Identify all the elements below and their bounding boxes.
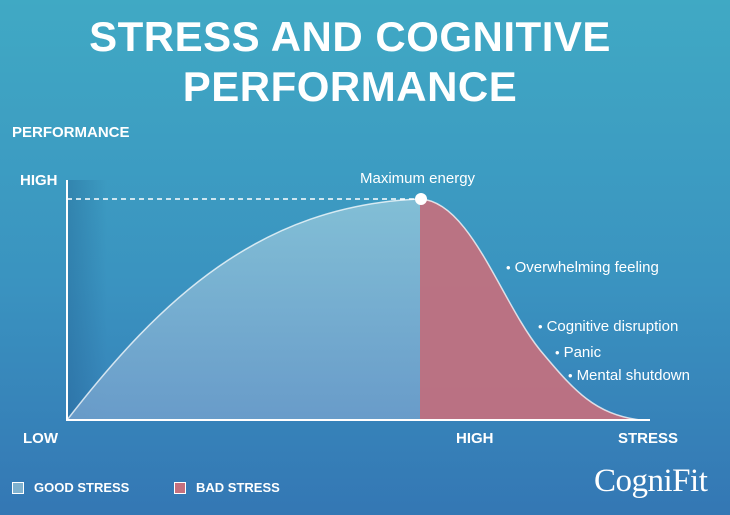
curve-outline [66, 198, 641, 421]
title-line-2: PERFORMANCE [182, 63, 518, 110]
page-title: STRESS AND COGNITIVE PERFORMANCE [0, 12, 700, 112]
cognifit-logo: CogniFit [594, 463, 708, 499]
legend-bad-stress: BAD STRESS [174, 480, 280, 495]
good-stress-area [67, 199, 420, 420]
legend-bad-swatch [174, 481, 186, 494]
legend-bad-label: BAD STRESS [196, 480, 280, 495]
peak-label: Maximum energy [360, 170, 476, 187]
legend-good-stress: GOOD STRESS [12, 480, 129, 495]
bad-stress-area [420, 199, 640, 420]
annotation-mental-shutdown: • Mental shutdown [568, 367, 690, 384]
title-line-1: STRESS AND COGNITIVE [89, 13, 611, 60]
legend-good-label: GOOD STRESS [34, 480, 130, 495]
peak-point [415, 193, 427, 205]
x-axis-low-label: LOW [23, 430, 58, 447]
annotation-panic: • Panic [555, 344, 602, 361]
annotation-cognitive-disruption: • Cognitive disruption [538, 318, 679, 335]
y-axis-label: PERFORMANCE [12, 124, 130, 141]
annotation-overwhelming: • Overwhelming feeling [506, 259, 659, 276]
legend-good-swatch [12, 481, 24, 494]
x-axis-high-label: HIGH [456, 430, 494, 447]
x-axis-label: STRESS [618, 430, 679, 447]
y-axis-high-label: HIGH [20, 172, 58, 189]
